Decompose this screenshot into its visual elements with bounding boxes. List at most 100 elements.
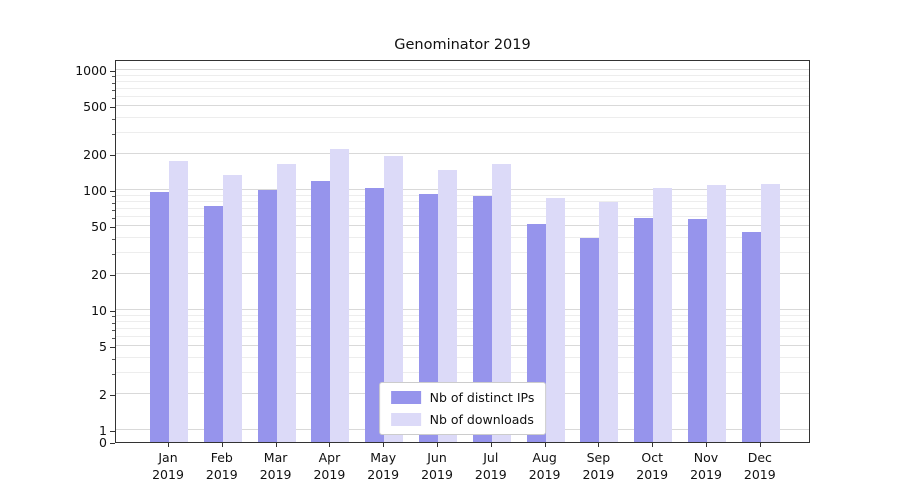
legend-label: Nb of downloads [429,412,534,427]
y-tick-mark [110,431,115,432]
bar-distinct-ips [472,196,492,442]
grid-line [116,371,809,373]
bar-downloads [330,148,350,442]
y-minor-tick-mark [112,238,115,240]
grid-line [116,236,809,238]
x-tick-label: Dec 2019 [743,450,776,482]
grid-line [116,251,809,253]
y-minor-tick-mark [112,373,115,375]
y-minor-tick-mark [112,322,115,324]
y-minor-tick-mark [112,196,115,198]
legend-swatch [390,391,421,404]
bars-layer [116,61,809,442]
y-tick-mark [110,71,115,72]
y-tick-label: 1 [99,423,107,438]
bar-distinct-ips [365,187,385,442]
bar-downloads [707,185,726,442]
y-minor-tick-mark [112,97,115,99]
y-tick-mark [110,274,115,276]
bar-downloads [222,174,242,442]
grid-line [116,152,809,154]
grid-line [116,194,809,196]
grid-line [116,69,809,70]
x-tick-mark [437,443,438,447]
grid-line [116,207,809,209]
x-tick-mark [759,443,761,447]
x-tick-mark [706,443,707,447]
y-tick-label: 100 [83,183,107,198]
x-tick-mark [168,443,169,447]
x-tick-label: Jan 2019 [152,450,184,482]
bar-distinct-ips [580,237,600,442]
y-tick-label: 2 [99,386,107,402]
bar-distinct-ips [741,231,761,442]
grid-line [116,225,809,227]
grid-line [116,74,809,76]
x-tick-label: Nov 2019 [690,450,722,482]
y-minor-tick-mark [112,217,115,219]
x-tick-mark [221,443,223,447]
grid-line [116,314,809,316]
x-tick-label: Feb 2019 [205,450,238,482]
bar-downloads [169,161,188,442]
grid-line [116,189,809,190]
y-minor-tick-mark [112,358,115,360]
y-minor-tick-mark [112,76,115,78]
bar-distinct-ips [257,190,277,442]
grid-line [116,200,809,202]
x-tick-label: Mar 2019 [259,450,292,482]
legend-swatch [390,413,421,426]
legend-label: Nb of distinct IPs [429,390,535,405]
x-tick-label: Jun 2019 [421,450,453,482]
grid-line [116,272,809,274]
bar-downloads [276,163,296,442]
x-tick-mark [544,443,546,447]
bar-distinct-ips [150,191,169,442]
x-tick-label: Oct 2019 [636,450,669,482]
y-tick-label: 10 [91,303,107,318]
bar-downloads [760,184,780,442]
x-tick-label: Apr 2019 [313,450,346,482]
grid-line [116,215,809,217]
x-tick-mark [598,443,600,447]
bar-distinct-ips [634,218,654,442]
y-tick-label: 5 [99,339,107,355]
y-minor-tick-mark [112,89,115,91]
y-tick-mark [110,154,115,156]
y-tick-label: 1000 [75,63,107,78]
grid-line [116,131,809,133]
bar-downloads [653,187,673,442]
bar-downloads [545,197,565,442]
bar-downloads [384,155,404,442]
chart-title: Genominator 2019 [394,37,531,53]
y-tick-label: 20 [91,266,107,282]
x-tick-mark [329,443,331,447]
grid-line [116,356,809,358]
bar-distinct-ips [419,194,438,442]
x-tick-mark [383,443,385,447]
y-tick-label: 200 [83,146,107,162]
x-tick-label: Sep 2019 [582,450,615,482]
grid-line [116,335,809,337]
y-minor-tick-mark [112,82,115,84]
grid-line [116,320,809,322]
legend-entry: Nb of distinct IPs [390,390,535,405]
y-tick-mark [110,311,115,312]
legend: Nb of distinct IPs Nb of downloads [378,382,547,435]
bar-distinct-ips [203,206,223,442]
y-minor-tick-mark [112,329,115,331]
y-minor-tick-mark [112,209,115,211]
plot-area: Nb of distinct IPs Nb of downloads [115,60,810,443]
y-minor-tick-mark [112,118,115,120]
y-tick-label: 0 [99,435,107,450]
y-tick-mark [110,347,115,349]
grid-line [116,327,809,329]
y-tick-mark [110,394,115,396]
y-minor-tick-mark [112,133,115,135]
bar-downloads [599,202,619,442]
y-tick-mark [110,227,115,229]
grid-line [116,105,809,107]
bar-downloads [491,163,511,442]
y-tick-mark [110,107,115,109]
